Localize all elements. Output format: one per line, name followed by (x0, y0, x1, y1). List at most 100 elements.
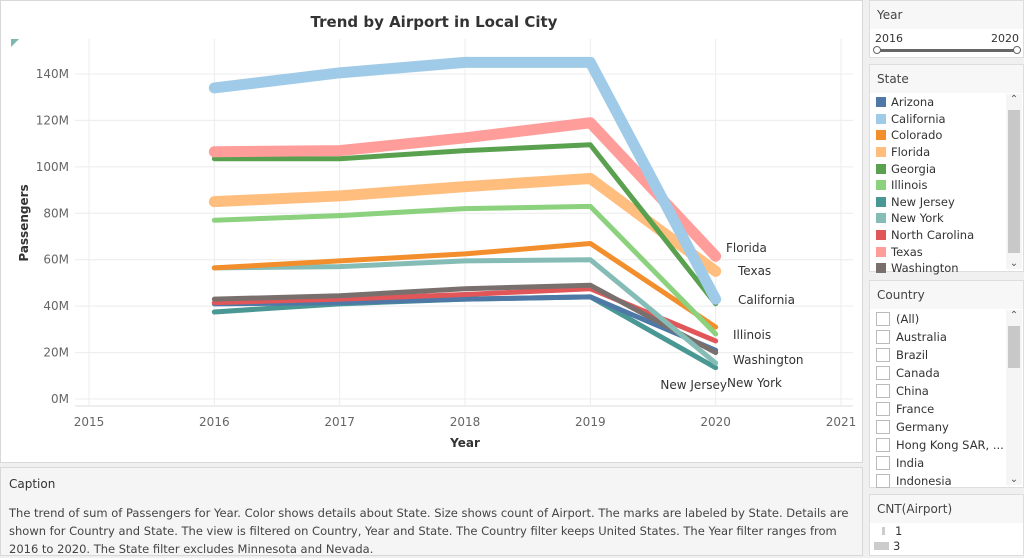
state-legend-item[interactable]: New Jersey (870, 194, 1005, 211)
series-label: Washington (733, 353, 804, 367)
state-label: Texas (891, 244, 923, 259)
color-swatch (876, 263, 886, 274)
size-label: 1 (895, 524, 903, 538)
y-tick-label: 20M (43, 346, 69, 360)
country-filter-item[interactable]: Australia (870, 328, 1005, 346)
state-legend-item[interactable]: Texas (870, 243, 1005, 260)
year-slider-min-handle[interactable] (873, 46, 881, 54)
state-label: Florida (891, 145, 931, 160)
series-line-illinois[interactable] (211, 203, 719, 337)
size-legend-item: 3 (870, 539, 900, 553)
size-legend: CNT(Airport) 1 3 (869, 494, 1024, 556)
state-legend-item[interactable]: Florida (870, 144, 1005, 161)
state-legend-item[interactable]: California (870, 111, 1005, 128)
chart-panel: Trend by Airport in Local City 0M 20M 40M 60… (0, 0, 863, 463)
series-label: Illinois (733, 328, 771, 342)
state-label: New Jersey (891, 194, 955, 209)
line-chart[interactable]: Trend by Airport in Local City 0M 20M 40M 60… (1, 1, 862, 462)
series-line-california[interactable] (208, 56, 722, 305)
series-label: California (738, 293, 795, 307)
scroll-thumb[interactable] (1008, 326, 1020, 368)
series-label: Florida (726, 241, 767, 255)
country-filter-item[interactable]: Brazil (870, 346, 1005, 364)
series-line-georgia[interactable] (211, 142, 719, 307)
y-axis-title: Passengers (17, 184, 31, 261)
country-label: Australia (896, 330, 947, 344)
state-legend-item[interactable]: New York (870, 210, 1005, 227)
state-legend-item[interactable]: North Carolina (870, 227, 1005, 244)
country-label: India (896, 456, 925, 470)
chart-title: Trend by Airport in Local City (311, 13, 558, 31)
state-label: Arizona (891, 95, 935, 110)
state-legend-item[interactable]: Illinois (870, 177, 1005, 194)
state-label: New York (891, 211, 944, 226)
series-line-washington[interactable] (211, 282, 719, 356)
year-slider-track[interactable] (877, 49, 1017, 52)
country-label: France (896, 402, 935, 416)
y-tick-label: 100M (36, 160, 69, 174)
series-label: New Jersey (660, 378, 727, 392)
scroll-thumb[interactable] (1008, 110, 1020, 253)
checkbox[interactable] (876, 312, 890, 326)
y-tick-label: 0M (51, 392, 69, 406)
year-max: 2020 (991, 32, 1019, 45)
state-legend-item[interactable]: Arizona (870, 94, 1005, 111)
country-filter: Country (All) Australia Brazil Canada China F… (869, 280, 1024, 488)
series-line-texas[interactable] (208, 117, 722, 262)
country-filter-item[interactable]: Germany (870, 418, 1005, 436)
series-line-colorado[interactable] (211, 240, 719, 330)
color-swatch (876, 147, 886, 158)
state-scrollbar[interactable]: ⌃ ⌄ (1006, 94, 1022, 269)
size-swatch (882, 527, 885, 535)
x-tick-label: 2019 (575, 415, 606, 429)
country-label: (All) (896, 312, 920, 326)
checkbox[interactable] (876, 366, 890, 380)
country-label: Hong Kong SAR, ... (896, 438, 1004, 452)
state-legend-title: State (870, 65, 1023, 93)
y-tick-label: 120M (36, 113, 69, 127)
state-legend-item[interactable]: Georgia (870, 160, 1005, 177)
country-filter-item[interactable]: China (870, 382, 1005, 400)
scroll-up-icon[interactable]: ⌃ (1009, 94, 1019, 105)
country-scrollbar[interactable]: ⌃ ⌄ (1006, 310, 1022, 485)
state-label: Illinois (891, 178, 928, 193)
checkbox[interactable] (876, 438, 890, 452)
checkbox[interactable] (876, 420, 890, 434)
country-filter-item[interactable]: France (870, 400, 1005, 418)
scroll-down-icon[interactable]: ⌄ (1009, 474, 1019, 485)
state-label: North Carolina (891, 228, 975, 243)
country-label: Canada (896, 366, 940, 380)
checkbox[interactable] (876, 402, 890, 416)
country-label: Brazil (896, 348, 929, 362)
checkbox[interactable] (876, 330, 890, 344)
checkbox[interactable] (876, 384, 890, 398)
country-label: China (896, 384, 929, 398)
caption-panel: Caption The trend of sum of Passengers f… (0, 467, 863, 556)
checkbox[interactable] (876, 456, 890, 470)
year-slider-max-handle[interactable] (1013, 46, 1021, 54)
series-line-arizona[interactable] (211, 294, 719, 353)
country-filter-item[interactable]: India (870, 454, 1005, 472)
year-min: 2016 (875, 32, 903, 45)
x-tick-label: 2016 (199, 415, 230, 429)
country-filter-item[interactable]: Canada (870, 364, 1005, 382)
color-swatch (876, 113, 886, 124)
country-filter-item[interactable]: Indonesia (870, 472, 1005, 490)
caption-title: Caption (9, 477, 56, 491)
series-line-florida[interactable] (208, 172, 722, 277)
country-filter-item[interactable]: Hong Kong SAR, ... (870, 436, 1005, 454)
size-legend-item: 1 (870, 524, 902, 538)
country-filter-title: Country (870, 281, 1023, 309)
state-legend-item[interactable]: Colorado (870, 127, 1005, 144)
scroll-down-icon[interactable]: ⌄ (1009, 258, 1019, 269)
scroll-up-icon[interactable]: ⌃ (1009, 310, 1019, 321)
series-line-new-york[interactable] (211, 257, 719, 366)
checkbox[interactable] (876, 474, 890, 488)
color-swatch (876, 130, 886, 141)
checkbox[interactable] (876, 348, 890, 362)
country-filter-item[interactable]: (All) (870, 310, 1005, 328)
state-legend-item[interactable]: Washington (870, 260, 1005, 277)
color-swatch (876, 230, 886, 241)
size-swatch (874, 542, 889, 550)
color-swatch (876, 97, 886, 108)
